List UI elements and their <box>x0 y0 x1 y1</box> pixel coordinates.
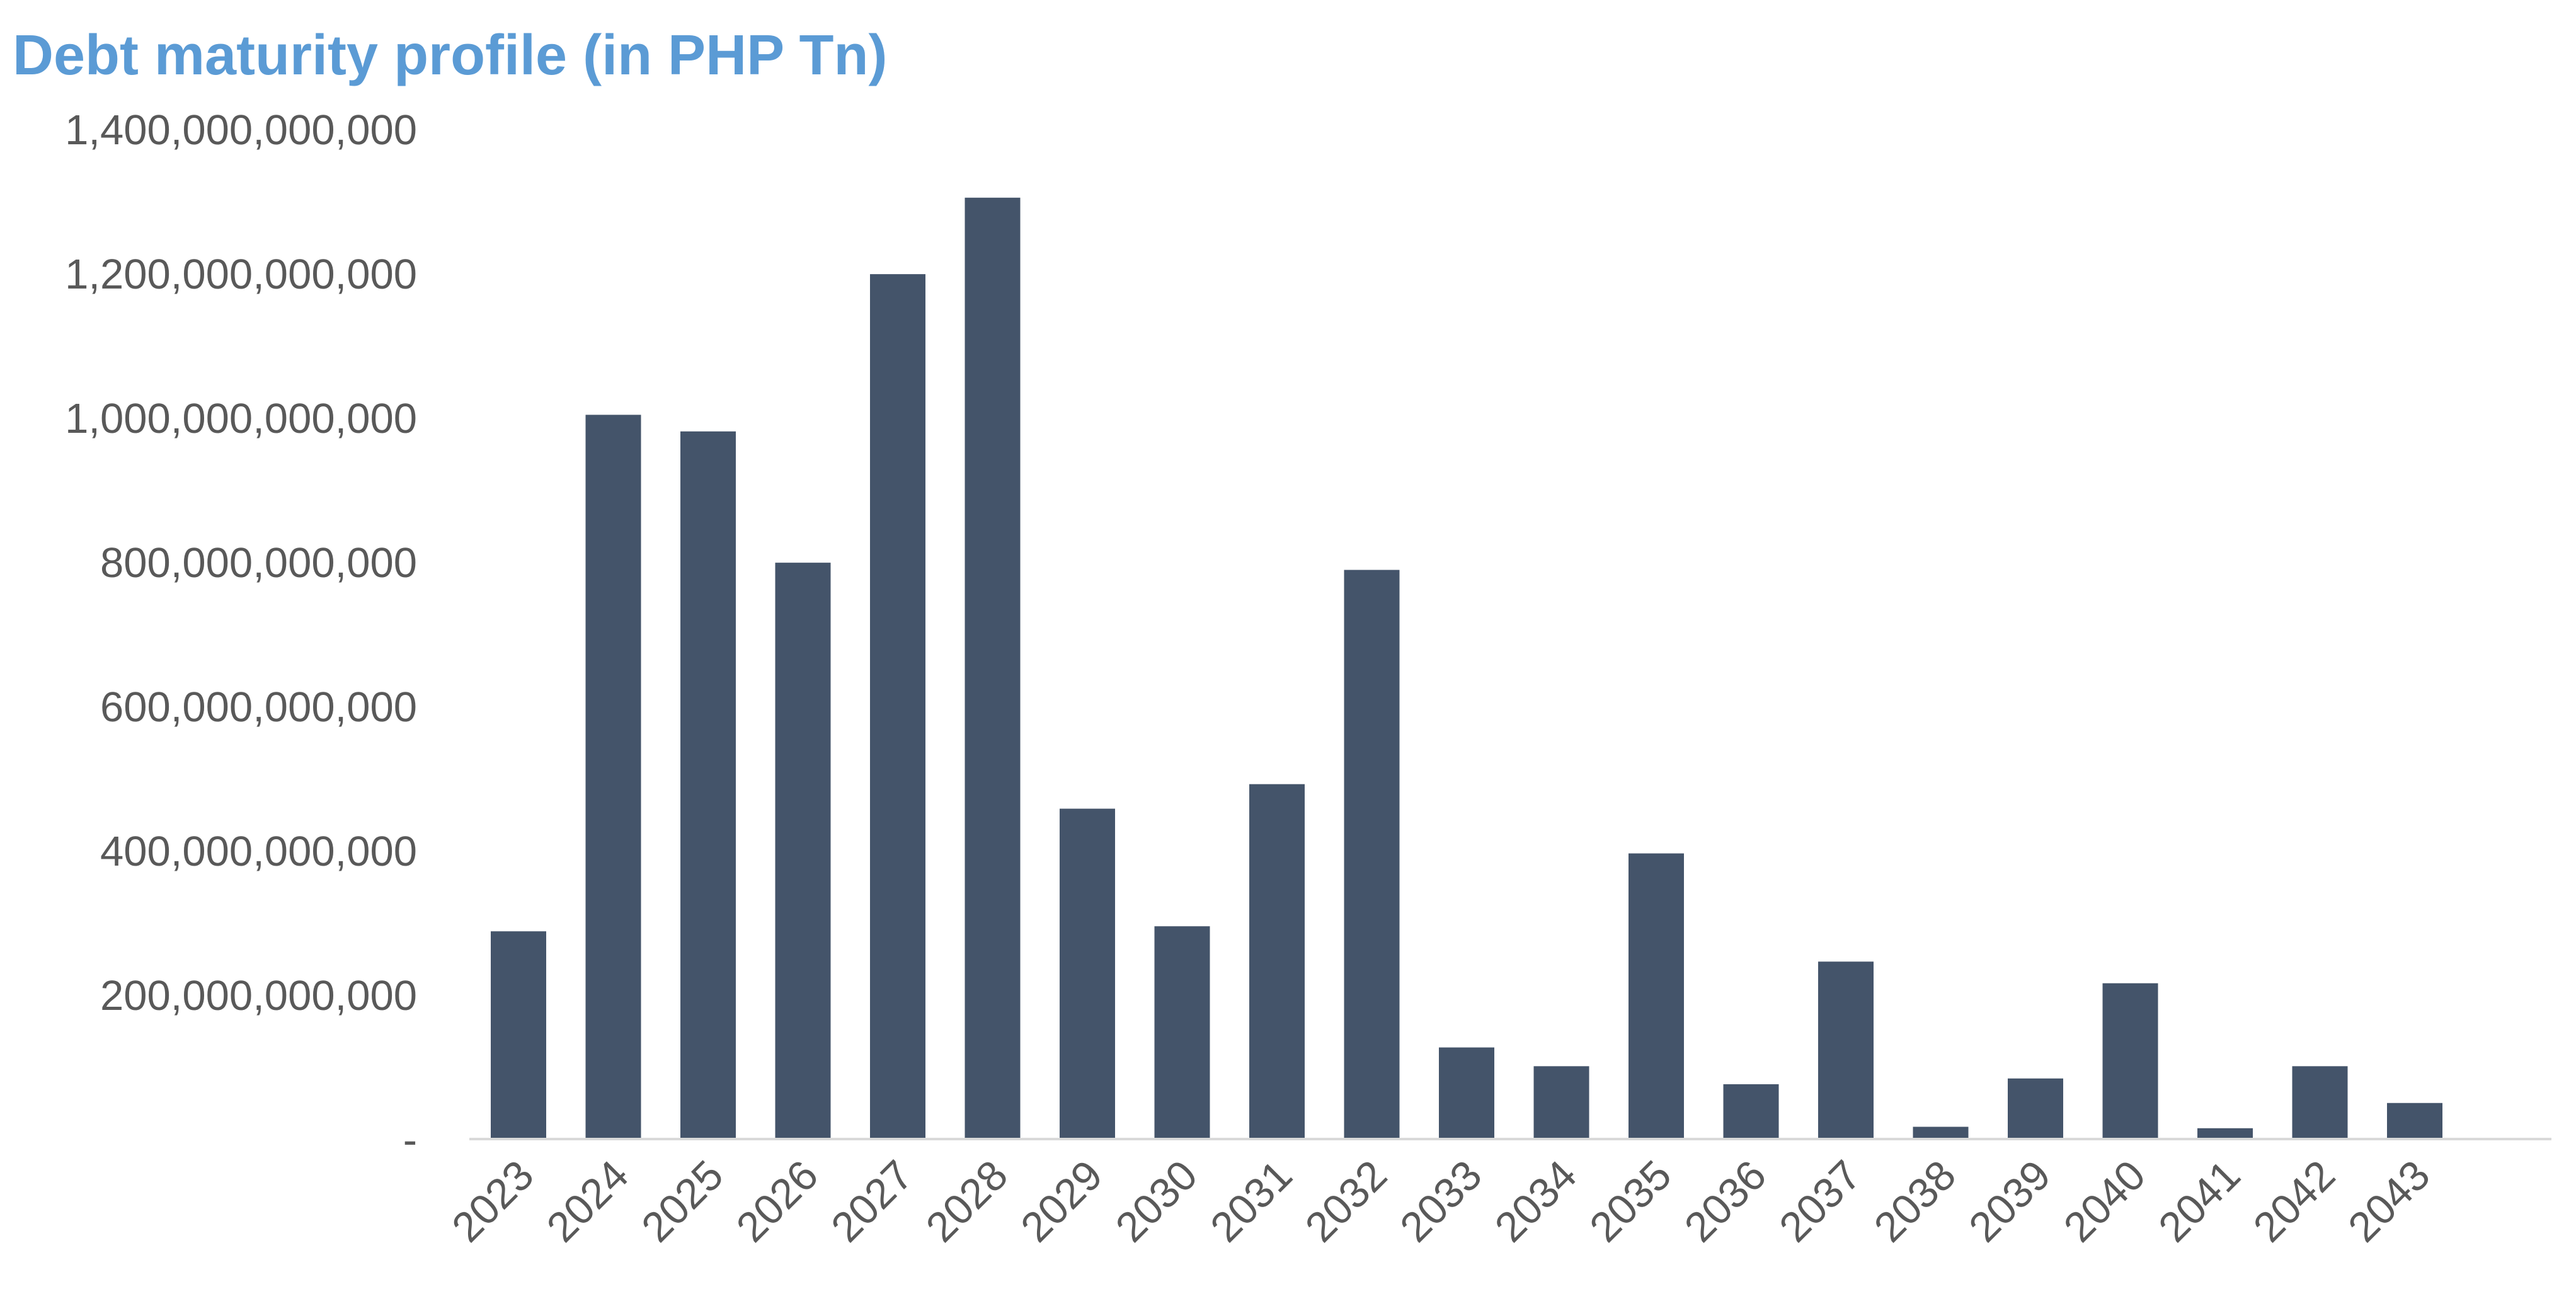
bar-2031 <box>1249 784 1305 1139</box>
x-tick-label: 2037 <box>1770 1152 1870 1251</box>
bar-2038 <box>1913 1126 1969 1139</box>
bar-2043 <box>2387 1103 2442 1139</box>
bar-2034 <box>1533 1066 1589 1139</box>
bar-2041 <box>2197 1128 2253 1139</box>
bar-2037 <box>1818 961 1874 1139</box>
bar-2024 <box>585 415 641 1140</box>
x-tick-label: 2038 <box>1865 1152 1965 1251</box>
x-axis-ticks: 2023202420252026202720282029203020312032… <box>443 1152 2439 1251</box>
y-tick-label: 400,000,000,000 <box>100 828 417 875</box>
y-tick-label: 200,000,000,000 <box>100 972 417 1019</box>
bar-2026 <box>775 563 831 1139</box>
bar-2025 <box>680 431 736 1139</box>
bar-2042 <box>2292 1066 2348 1139</box>
x-tick-label: 2035 <box>1581 1152 1680 1251</box>
x-tick-label: 2042 <box>2245 1152 2344 1251</box>
y-axis-ticks: - 200,000,000,000 400,000,000,000 600,000,0… <box>65 106 417 1164</box>
x-tick-label: 2036 <box>1676 1152 1775 1251</box>
y-tick-label: 1,200,000,000,000 <box>65 251 417 298</box>
x-tick-label: 2041 <box>2150 1152 2249 1251</box>
chart-title: Debt maturity profile (in PHP Tn) <box>13 24 888 87</box>
bar-2040 <box>2102 983 2158 1139</box>
bar-2033 <box>1439 1047 1494 1139</box>
bar-2036 <box>1723 1084 1779 1139</box>
x-tick-label: 2024 <box>538 1152 638 1251</box>
y-tick-label: 800,000,000,000 <box>100 539 417 587</box>
bar-2027 <box>870 274 925 1139</box>
x-tick-label: 2034 <box>1486 1152 1586 1251</box>
x-tick-label: 2040 <box>2055 1152 2155 1251</box>
x-tick-label: 2027 <box>822 1152 922 1251</box>
x-tick-label: 2032 <box>1297 1152 1396 1251</box>
y-tick-label: 1,000,000,000,000 <box>65 395 417 442</box>
x-tick-label: 2028 <box>917 1152 1017 1251</box>
x-tick-label: 2039 <box>1960 1152 2059 1251</box>
x-tick-label: 2043 <box>2339 1152 2439 1251</box>
x-tick-label: 2030 <box>1107 1152 1206 1251</box>
x-tick-label: 2025 <box>633 1152 732 1251</box>
bars <box>491 197 2442 1140</box>
x-tick-label: 2023 <box>443 1152 542 1251</box>
x-tick-label: 2026 <box>728 1152 827 1251</box>
x-tick-label: 2033 <box>1391 1152 1491 1251</box>
y-tick-label: 1,400,000,000,000 <box>65 106 417 154</box>
bar-2029 <box>1060 808 1115 1139</box>
y-tick-label: - <box>403 1116 417 1164</box>
bar-2030 <box>1154 926 1210 1139</box>
x-tick-label: 2029 <box>1012 1152 1111 1251</box>
bar-2035 <box>1629 853 1684 1139</box>
bar-2023 <box>491 931 546 1139</box>
x-tick-label: 2031 <box>1201 1152 1301 1251</box>
bar-2028 <box>965 197 1021 1139</box>
bar-2032 <box>1344 570 1400 1139</box>
y-tick-label: 600,000,000,000 <box>100 684 417 731</box>
bar-2039 <box>2008 1078 2063 1139</box>
